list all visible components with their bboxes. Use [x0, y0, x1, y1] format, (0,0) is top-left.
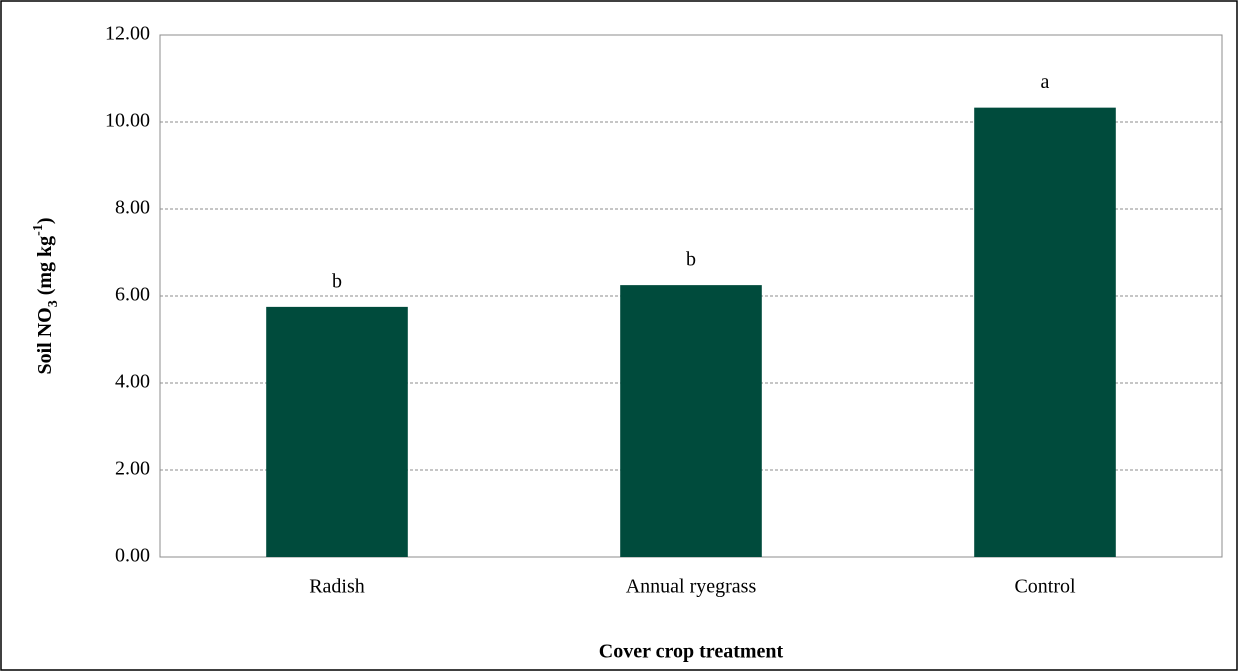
y-axis-label: Soil NO3 (mg kg-1)	[31, 217, 61, 374]
y-axis-label-part: (mg kg	[34, 236, 56, 300]
y-axis-label-part: Soil NO	[34, 307, 56, 374]
y-tick-label: 10.00	[105, 110, 150, 132]
y-tick-label: 4.00	[115, 371, 150, 393]
y-tick-label: 0.00	[115, 545, 150, 567]
y-tick-label: 2.00	[115, 458, 150, 480]
x-axis-label: Cover crop treatment	[599, 641, 784, 663]
x-tick-label: Radish	[309, 576, 365, 598]
bar-annotation: b	[332, 270, 342, 292]
bar	[620, 285, 762, 557]
bar-annotation: b	[686, 249, 696, 271]
y-axis-label-part: 3	[46, 300, 61, 307]
y-tick-label: 8.00	[115, 197, 150, 219]
bar	[974, 107, 1116, 558]
x-tick-label: Annual ryegrass	[626, 576, 757, 598]
y-axis-label-part: -1	[31, 224, 46, 236]
y-tick-label: 6.00	[115, 284, 150, 306]
x-tick-label: Control	[1014, 576, 1076, 598]
y-axis-label-part: )	[34, 217, 56, 224]
bar-annotation: a	[1041, 71, 1050, 93]
bar	[266, 306, 408, 557]
y-tick-label: 12.00	[105, 23, 150, 45]
